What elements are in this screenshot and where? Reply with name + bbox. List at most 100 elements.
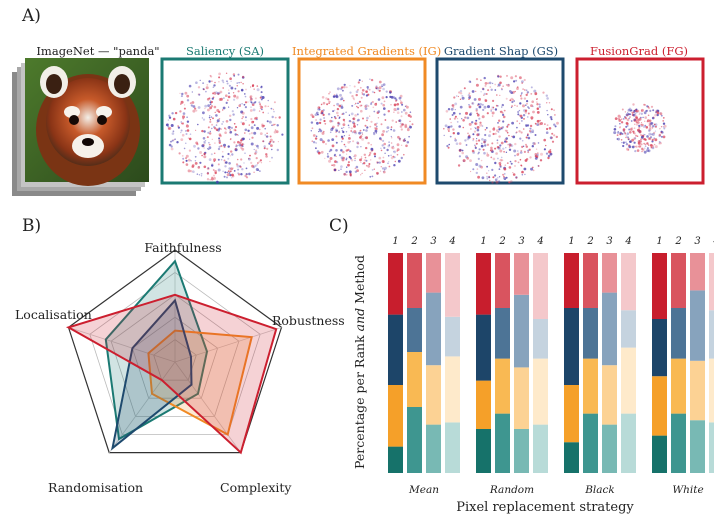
attribution-speck bbox=[213, 174, 215, 177]
attribution-speck bbox=[529, 156, 532, 159]
attribution-speck bbox=[316, 111, 319, 115]
attribution-speck bbox=[233, 123, 236, 125]
attribution-speck bbox=[409, 111, 412, 113]
attribution-speck bbox=[517, 150, 519, 152]
attribution-speck bbox=[443, 127, 445, 130]
attribution-speck bbox=[549, 136, 553, 140]
bar-segment-gs bbox=[690, 290, 705, 361]
attribution-speck bbox=[654, 138, 658, 142]
attribution-speck bbox=[250, 86, 252, 88]
attribution-speck bbox=[385, 96, 388, 99]
attribution-speck bbox=[546, 127, 549, 131]
attribution-speck bbox=[181, 133, 185, 137]
attribution-speck bbox=[364, 156, 367, 159]
attribution-speck bbox=[654, 123, 658, 127]
attribution-speck bbox=[206, 178, 210, 181]
attribution-speck bbox=[499, 149, 503, 153]
attribution-speck bbox=[626, 114, 629, 117]
attribution-speck bbox=[208, 116, 211, 119]
attribution-speck bbox=[343, 83, 346, 86]
attribution-speck bbox=[210, 116, 213, 118]
attribution-speck bbox=[267, 99, 269, 102]
attribution-speck bbox=[271, 148, 273, 151]
attribution-speck bbox=[180, 138, 184, 142]
attribution-speck bbox=[222, 87, 225, 89]
attribution-speck bbox=[261, 108, 263, 111]
attribution-speck bbox=[511, 100, 514, 104]
attribution-speck bbox=[211, 164, 214, 167]
attribution-speck bbox=[172, 117, 176, 121]
attribution-speck bbox=[365, 129, 368, 132]
attribution-speck bbox=[518, 109, 521, 112]
red-panda-photo bbox=[25, 58, 149, 186]
method-label-gs: Gradient Shap (GS) bbox=[443, 44, 559, 58]
attribution-speck bbox=[461, 94, 464, 97]
attribution-speck bbox=[365, 104, 368, 107]
attribution-speck bbox=[534, 134, 537, 136]
attribution-speck bbox=[525, 89, 528, 92]
attribution-speck bbox=[503, 175, 505, 178]
attribution-speck bbox=[329, 131, 332, 134]
attribution-speck bbox=[315, 142, 317, 144]
attribution-speck bbox=[232, 92, 235, 94]
attribution-speck bbox=[257, 169, 260, 171]
attribution-speck bbox=[363, 159, 367, 162]
attribution-speck bbox=[318, 108, 321, 111]
attribution-speck bbox=[340, 156, 344, 160]
attribution-speck bbox=[333, 153, 337, 156]
attribution-speck bbox=[356, 105, 358, 108]
attribution-speck bbox=[475, 107, 478, 111]
attribution-speck bbox=[491, 106, 493, 108]
attribution-speck bbox=[398, 96, 402, 100]
attribution-speck bbox=[537, 165, 540, 167]
attribution-speck bbox=[258, 110, 261, 112]
attribution-speck bbox=[524, 111, 527, 114]
attribution-speck bbox=[260, 105, 264, 109]
attribution-speck bbox=[662, 126, 665, 128]
attribution-speck bbox=[645, 109, 649, 112]
attribution-speck bbox=[621, 142, 623, 144]
attribution-speck bbox=[635, 145, 638, 148]
attribution-speck bbox=[646, 142, 649, 145]
attribution-speck bbox=[393, 150, 395, 153]
attribution-speck bbox=[409, 115, 412, 118]
attribution-speck bbox=[328, 100, 331, 103]
attribution-speck bbox=[368, 154, 371, 156]
attribution-speck bbox=[450, 125, 453, 128]
attribution-speck bbox=[479, 123, 483, 127]
attribution-speck bbox=[492, 99, 495, 102]
bar-segment-ig bbox=[602, 365, 617, 425]
attribution-speck bbox=[391, 119, 394, 122]
attribution-speck bbox=[489, 179, 491, 182]
attribution-speck bbox=[192, 109, 196, 113]
attribution-speck bbox=[262, 140, 265, 143]
attribution-speck bbox=[393, 103, 397, 107]
attribution-speck bbox=[340, 135, 344, 139]
attribution-speck bbox=[352, 97, 355, 100]
attribution-speck bbox=[218, 72, 222, 76]
bar-segment-gs bbox=[671, 308, 686, 359]
attribution-speck bbox=[661, 131, 664, 134]
attribution-speck bbox=[182, 112, 186, 115]
attribution-speck bbox=[379, 137, 382, 140]
attribution-speck bbox=[267, 112, 269, 114]
attribution-speck bbox=[341, 127, 343, 129]
attribution-speck bbox=[496, 94, 498, 96]
attribution-speck bbox=[521, 82, 523, 84]
attribution-speck bbox=[168, 114, 171, 117]
attribution-speck bbox=[402, 139, 406, 142]
attribution-speck bbox=[263, 145, 266, 148]
attribution-speck bbox=[504, 178, 506, 181]
attribution-speck bbox=[510, 180, 513, 183]
attribution-speck bbox=[253, 88, 255, 90]
attribution-speck bbox=[638, 130, 641, 133]
attribution-speck bbox=[549, 151, 552, 153]
attribution-speck bbox=[189, 102, 192, 105]
attribution-speck bbox=[181, 92, 184, 96]
attribution-speck bbox=[178, 152, 181, 155]
attribution-speck bbox=[248, 157, 251, 161]
attribution-speck bbox=[632, 130, 635, 133]
attribution-speck bbox=[627, 136, 629, 139]
attribution-speck bbox=[210, 153, 213, 156]
attribution-speck bbox=[504, 129, 507, 131]
